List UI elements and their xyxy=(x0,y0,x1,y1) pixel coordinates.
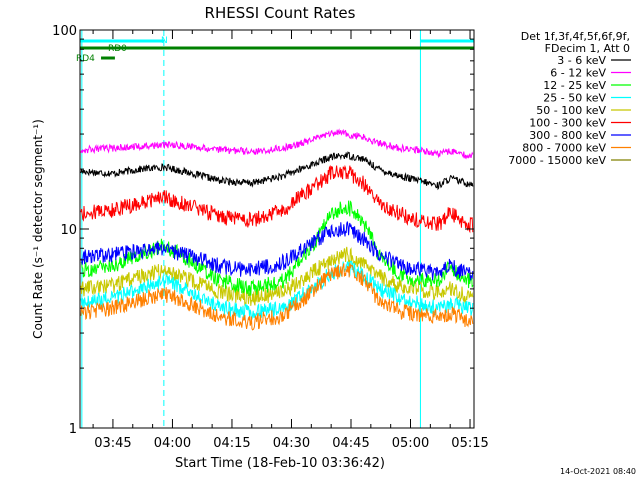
series-line-300-800kev xyxy=(80,221,474,281)
series-line-800-7000kev xyxy=(80,263,474,331)
series-line-12-25kev xyxy=(80,200,474,297)
x-axis-label: Start Time (18-Feb-10 03:36:42) xyxy=(175,456,385,471)
series-line-100-300kev xyxy=(80,164,474,234)
series-line-50-100kev xyxy=(80,246,474,307)
x-tick-label: 04:00 xyxy=(154,436,191,451)
y-tick-label: 1 xyxy=(69,422,77,437)
legend-label: 7000 - 15000 keV xyxy=(508,154,606,167)
y-tick-label: 100 xyxy=(52,24,77,39)
annotation-label-rd0: RD0 xyxy=(108,44,127,54)
x-tick-label: 05:15 xyxy=(451,436,488,451)
annotation-label-rd4: RD4 xyxy=(76,54,95,64)
x-tick-label: 04:30 xyxy=(273,436,310,451)
legend-label: 25 - 50 keV xyxy=(543,92,606,105)
legend-label: 12 - 25 keV xyxy=(543,79,606,92)
legend-label: 6 - 12 keV xyxy=(550,67,606,80)
legend-header-line-1: Det 1f,3f,4f,5f,6f,9f, xyxy=(521,30,630,43)
series-line-6-12kev xyxy=(80,128,474,160)
series-line-3-6kev xyxy=(80,151,474,191)
series-line-25-50kev xyxy=(80,260,474,320)
x-tick-label: 05:00 xyxy=(392,436,429,451)
y-axis-label: Count Rate (s⁻¹ detector segment⁻¹) xyxy=(31,119,45,339)
legend-header-line-2: FDecim 1, Att 0 xyxy=(545,42,630,55)
plot-frame xyxy=(79,29,475,429)
legend-label: 100 - 300 keV xyxy=(529,117,606,130)
x-tick-label: 04:15 xyxy=(213,436,250,451)
chart-title: RHESSI Count Rates xyxy=(205,4,356,22)
annotation-label-n: N xyxy=(161,36,168,46)
y-tick-label: 10 xyxy=(60,223,77,238)
legend-label: 300 - 800 keV xyxy=(529,129,606,142)
x-tick-label: 04:45 xyxy=(332,436,369,451)
legend-label: 50 - 100 keV xyxy=(536,104,606,117)
footer-timestamp: 14-Oct-2021 08:40 xyxy=(560,467,636,476)
x-tick-label: 03:45 xyxy=(94,436,131,451)
legend-label: 3 - 6 keV xyxy=(557,54,606,67)
legend-label: 800 - 7000 keV xyxy=(522,142,606,155)
